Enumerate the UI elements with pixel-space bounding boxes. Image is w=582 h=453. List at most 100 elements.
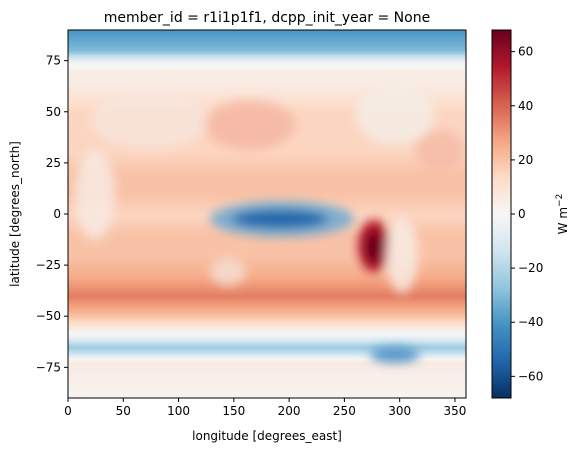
heatmap-lat-band <box>68 244 466 248</box>
x-tick-label: 350 <box>443 404 466 418</box>
heatmap-lat-band <box>68 287 466 291</box>
colorbar-tick-label: −40 <box>518 315 543 329</box>
heatmap-lat-band <box>68 336 466 340</box>
heatmap-lat-band <box>68 164 466 168</box>
heatmap-lat-band <box>68 361 466 364</box>
y-tick-label: 25 <box>46 156 61 170</box>
heatmap-lat-band <box>68 252 466 256</box>
heatmap-lat-band <box>68 383 466 387</box>
heatmap-lat-band <box>68 393 466 397</box>
heatmap-lat-band <box>68 256 466 260</box>
y-tick-label: −25 <box>36 258 61 272</box>
heatmap-lat-band <box>68 62 466 66</box>
heatmap-lat-band <box>68 169 466 172</box>
heatmap-lat-band <box>68 283 466 287</box>
heatmap-lat-band <box>68 373 466 377</box>
heatmap-lat-band <box>68 238 466 242</box>
heatmap-lat-band <box>68 377 466 381</box>
heatmap-lat-band <box>68 285 466 289</box>
heatmap-lat-band <box>68 348 466 352</box>
heatmap-lat-band <box>68 189 466 193</box>
heatmap-lat-band <box>68 326 466 330</box>
x-axis-ticks: 0 50 100 150 200 250 300 350 <box>64 398 466 418</box>
heatmap-lat-band <box>68 173 466 176</box>
heatmap-lat-band <box>68 318 466 321</box>
heatmap-lat-band <box>68 46 466 49</box>
africa-land <box>75 150 115 240</box>
heatmap-lat-band <box>68 191 466 195</box>
x-tick-label: 300 <box>388 404 411 418</box>
heatmap-lat-band <box>68 363 466 366</box>
y-tick-label: 50 <box>46 105 61 119</box>
heatmap-lat-band <box>68 158 466 162</box>
heatmap-lat-band <box>68 371 466 375</box>
x-axis-label: longitude [degrees_east] <box>192 429 342 443</box>
heatmap-lat-band <box>68 263 466 266</box>
heatmap-lat-band <box>68 185 466 189</box>
heatmap-lat-band <box>68 85 466 88</box>
heatmap-lat-band <box>68 179 466 182</box>
heatmap-lat-band <box>68 197 466 201</box>
heatmap-lat-band <box>68 289 466 293</box>
heatmap-lat-band <box>68 387 466 391</box>
heatmap-lat-band <box>68 181 466 184</box>
x-tick-label: 100 <box>167 404 190 418</box>
heatmap-lat-band <box>68 324 466 328</box>
heatmap-lat-band <box>68 297 466 301</box>
heatmap-lat-band <box>68 322 466 325</box>
y-tick-label: −50 <box>36 309 61 323</box>
heatmap-lat-band <box>68 281 466 285</box>
heatmap-lat-band <box>68 199 466 203</box>
heatmap-lat-band <box>68 320 466 323</box>
heatmap-lat-band <box>68 342 466 346</box>
heatmap-lat-band <box>68 183 466 186</box>
heatmap-lat-band <box>68 316 466 319</box>
heatmap-lat-band <box>68 195 466 199</box>
heatmap-lat-band <box>68 44 466 47</box>
heatmap-lat-band <box>68 162 466 166</box>
heatmap-lat-band <box>68 70 466 74</box>
heatmap-lat-band <box>68 369 466 373</box>
y-tick-label: −75 <box>36 360 61 374</box>
y-axis-ticks: −75 −50 −25 0 25 50 75 <box>36 54 68 374</box>
heatmap-lat-band <box>68 72 466 76</box>
heatmap-lat-band <box>68 308 466 311</box>
heatmap-lat-band <box>68 275 466 278</box>
heatmap-lat-band <box>68 340 466 344</box>
heatmap-lat-band <box>68 355 466 358</box>
heatmap-lat-band <box>68 365 466 368</box>
heatmap-lat-band <box>68 381 466 385</box>
x-tick-label: 200 <box>278 404 301 418</box>
north-america-land <box>355 85 435 145</box>
heatmap-lat-band <box>68 236 466 240</box>
colorbar-label-unit: W m <box>556 207 570 234</box>
colorbar-ticks: −60 −40 −20 0 20 40 60 <box>511 45 543 383</box>
heatmap-lat-band <box>68 303 466 307</box>
heatmap-lat-band <box>68 258 466 262</box>
heatmap-lat-band <box>68 48 466 52</box>
south-america-land <box>386 217 418 293</box>
heatmap-lat-band <box>68 267 466 270</box>
heatmap-lat-band <box>68 359 466 362</box>
heatmap-lat-band <box>68 42 466 45</box>
heatmap-lat-band <box>68 353 466 356</box>
heatmap-lat-band <box>68 293 466 297</box>
y-tick-label: 75 <box>46 54 61 68</box>
north-atlantic-warm <box>415 130 465 170</box>
colorbar-tick-label: 20 <box>518 153 533 167</box>
north-pacific-warm <box>205 100 295 150</box>
heatmap-lat-band <box>68 269 466 272</box>
heatmap-lat-band <box>68 250 466 254</box>
heatmap-lat-band <box>68 58 466 62</box>
heatmap <box>68 30 466 398</box>
heatmap-lat-band <box>68 379 466 383</box>
colorbar-label: W m−2 <box>555 194 570 235</box>
colorbar-tick-label: −20 <box>518 261 543 275</box>
y-axis-label: latitude [degrees_north] <box>8 141 22 287</box>
heatmap-lat-band <box>68 271 466 274</box>
heatmap-lat-band <box>68 301 466 305</box>
australia-land <box>210 258 246 286</box>
heatmap-lat-band <box>68 389 466 393</box>
heatmap-lat-band <box>68 150 466 154</box>
heatmap-lat-band <box>68 166 466 170</box>
